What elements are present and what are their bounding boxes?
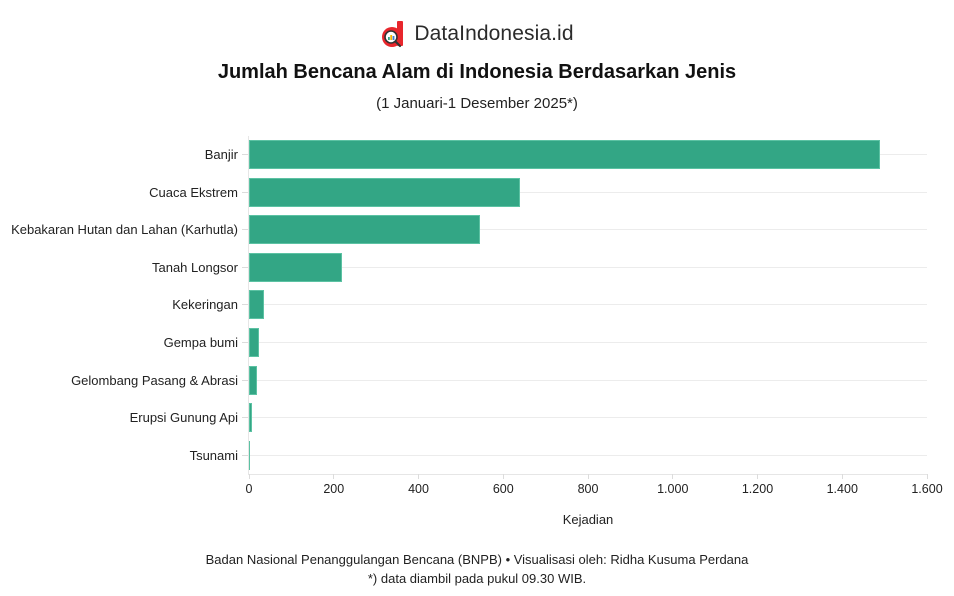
x-tick [333, 474, 335, 479]
bar[interactable] [249, 177, 520, 207]
gridline [249, 379, 927, 381]
category-label: Tsunami [189, 447, 238, 463]
chart-subtitle: (1 Januari-1 Desember 2025*) [376, 95, 578, 112]
gridline [249, 342, 927, 343]
bar[interactable] [249, 440, 250, 470]
bar[interactable] [249, 252, 342, 282]
source-note: Badan Nasional Penanggulangan Bencana (B… [205, 552, 749, 567]
gridline [249, 191, 927, 193]
gridline [249, 417, 927, 419]
bar[interactable] [249, 403, 252, 433]
bar-row: Banjir [0, 136, 954, 174]
category-label: Cuaca Ekstrem [149, 184, 238, 200]
bar-row: Gelombang Pasang & Abrasi [0, 362, 954, 400]
y-tick [242, 154, 248, 155]
bar-row: Erupsi Gunung Api [0, 399, 954, 437]
chart-title: Jumlah Bencana Alam di Indonesia Berdasa… [217, 61, 737, 83]
x-tick-label: 600 [492, 482, 514, 496]
category-label: Erupsi Gunung Api [129, 410, 238, 426]
bar-row: Cuaca Ekstrem [0, 174, 954, 212]
category-label: Gempa bumi [163, 335, 238, 350]
footnote: *) data diambil pada pukul 09.30 WIB. [367, 571, 587, 586]
bar-row: Kebakaran Hutan dan Lahan (Karhutla) [0, 211, 954, 249]
x-tick-label: 1.600 [911, 482, 943, 496]
category-label: Kekeringan [172, 297, 238, 313]
x-tick-label: 1.200 [741, 482, 774, 496]
y-tick [242, 304, 248, 306]
bar-row: Tanah Longsor [0, 249, 954, 287]
bar[interactable] [249, 140, 880, 169]
brand-header: DataIndonesia.id [0, 20, 954, 48]
brand-name: DataIndonesia.id [414, 22, 574, 45]
bar-row: Tsunami [0, 437, 954, 475]
x-tick [757, 474, 758, 479]
y-tick [242, 454, 248, 456]
x-tick [672, 474, 674, 479]
gridline [249, 229, 927, 231]
bar[interactable] [249, 365, 258, 395]
gridline [249, 454, 927, 456]
y-axis-line [248, 136, 249, 474]
category-label: Banjir [204, 147, 238, 162]
bar[interactable] [249, 328, 259, 357]
x-tick-label: 400 [408, 482, 429, 496]
x-tick-label: 0 [245, 482, 253, 496]
bar-row: Gempa bumi [0, 324, 954, 362]
x-tick [418, 474, 419, 479]
x-axis-title: Kejadian [562, 512, 614, 527]
x-tick-label: 200 [323, 482, 345, 496]
y-tick [242, 191, 248, 193]
y-tick [242, 266, 248, 268]
gridline [249, 304, 927, 306]
bar[interactable] [249, 290, 265, 320]
category-label: Gelombang Pasang & Abrasi [71, 372, 238, 388]
x-tick [841, 474, 843, 479]
x-tick-label: 800 [577, 482, 599, 496]
y-tick [242, 229, 248, 231]
bar-row: Kekeringan [0, 286, 954, 324]
bar[interactable] [249, 215, 481, 245]
category-label: Kebakaran Hutan dan Lahan (Karhutla) [11, 222, 238, 238]
y-tick [242, 379, 248, 381]
x-tick [926, 474, 928, 479]
x-tick-label: 1.400 [826, 482, 858, 496]
x-tick [248, 474, 250, 479]
x-tick-label: 1.000 [657, 482, 689, 496]
magnifier-d-logo-icon [380, 20, 406, 48]
x-tick [587, 474, 589, 479]
y-tick [242, 417, 248, 419]
x-tick [502, 474, 504, 479]
gridline [249, 266, 927, 268]
y-tick [242, 342, 248, 343]
category-label: Tanah Longsor [151, 259, 238, 275]
